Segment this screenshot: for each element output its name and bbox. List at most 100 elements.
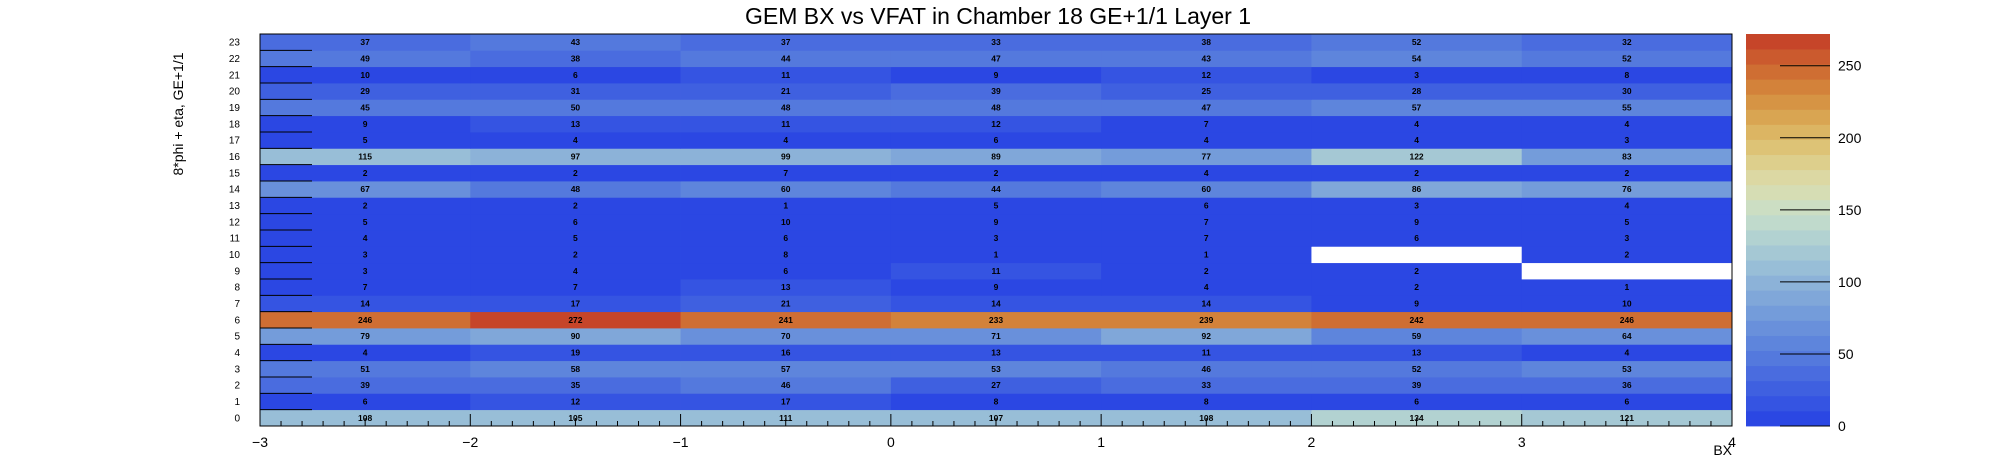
cell-value-label: 58 xyxy=(571,364,581,374)
heatmap-cell xyxy=(1521,50,1733,68)
cell-value-label: 6 xyxy=(573,217,578,227)
heatmap-cell xyxy=(1311,132,1523,149)
cell-value-label: 60 xyxy=(1202,184,1212,194)
cell-value-label: 13 xyxy=(991,348,1001,358)
cell-value-label: 11 xyxy=(781,119,790,129)
heatmap-cell xyxy=(680,328,892,345)
y-axis-ticks xyxy=(260,49,312,411)
cell-value-label: 6 xyxy=(1414,233,1419,243)
heatmap-cell xyxy=(1521,83,1733,100)
cell-value-label: 3 xyxy=(994,233,999,243)
heatmap-cells xyxy=(260,34,1733,427)
cell-value-label: 5 xyxy=(573,233,578,243)
heatmap-cell xyxy=(260,246,471,264)
heatmap-cell xyxy=(1101,34,1312,51)
heatmap-cell xyxy=(260,34,471,51)
cell-value-label: 4 xyxy=(783,135,788,145)
heatmap-cell xyxy=(260,377,471,394)
cell-value-label: 97 xyxy=(571,152,581,162)
cell-value-label: 28 xyxy=(1412,86,1422,96)
y-tick-label: 21 xyxy=(229,70,241,81)
cell-value-label: 11 xyxy=(781,70,790,80)
color-scale-band xyxy=(1746,34,1830,50)
heatmap-cell xyxy=(1521,295,1733,313)
cell-value-label: 10 xyxy=(360,70,370,80)
cell-value-label: 33 xyxy=(1202,380,1212,390)
heatmap-cell xyxy=(890,295,1102,313)
cell-value-label: 89 xyxy=(991,152,1001,162)
cell-value-label: 86 xyxy=(1412,184,1422,194)
cell-value-label: 25 xyxy=(1202,86,1212,96)
color-scale-tick-label: 50 xyxy=(1838,346,1854,362)
cell-value-label: 51 xyxy=(360,364,370,374)
cell-value-label: 7 xyxy=(1204,119,1209,129)
heatmap-cell xyxy=(1311,115,1523,133)
cell-value-label: 2 xyxy=(994,168,999,178)
cell-value-label: 3 xyxy=(1414,70,1419,80)
heatmap-cell xyxy=(260,213,471,231)
heatmap-cell xyxy=(890,197,1102,215)
heatmap-cell xyxy=(1521,377,1733,394)
color-scale-band xyxy=(1746,275,1830,291)
heatmap-cell xyxy=(470,262,681,280)
heatmap-cell xyxy=(260,295,471,313)
heatmap-cell xyxy=(890,148,1102,166)
cell-value-label: 4 xyxy=(1624,119,1629,129)
cell-value-label: 6 xyxy=(994,135,999,145)
cell-value-label: 44 xyxy=(991,184,1001,194)
cell-value-label: 9 xyxy=(1414,217,1419,227)
heatmap-cell xyxy=(1521,393,1733,411)
cell-value-label: 13 xyxy=(781,282,791,292)
cell-value-label: 4 xyxy=(363,233,368,243)
heatmap-cell xyxy=(1311,230,1523,247)
heatmap-cell xyxy=(1101,279,1312,296)
cell-value-label: 67 xyxy=(360,184,370,194)
cell-value-label: 8 xyxy=(783,250,788,260)
cell-value-label: 11 xyxy=(1202,348,1211,358)
cell-value-label: 2 xyxy=(1204,266,1209,276)
heatmap-cell xyxy=(260,230,471,247)
cell-value-label: 3 xyxy=(1624,233,1629,243)
cell-value-label: 43 xyxy=(571,37,581,47)
heatmap-cell xyxy=(1101,132,1312,149)
cell-value-label: 246 xyxy=(1620,315,1634,325)
cell-value-label: 13 xyxy=(571,119,581,129)
heatmap-cell xyxy=(1101,66,1312,84)
x-tick-label: 3 xyxy=(1518,434,1526,450)
heatmap-cell xyxy=(890,50,1102,68)
color-scale-band xyxy=(1746,169,1830,186)
heatmap-cell xyxy=(680,164,892,182)
y-axis-label: 8*phi + eta, GE+1/1 xyxy=(170,52,186,175)
y-tick-label: 4 xyxy=(234,348,240,359)
cell-value-label: 5 xyxy=(1624,217,1629,227)
cell-value-label: 134 xyxy=(1409,413,1423,423)
color-scale-band xyxy=(1746,260,1830,276)
y-tick-label: 15 xyxy=(229,168,241,179)
cell-value-label: 33 xyxy=(991,37,1001,47)
cell-value-label: 4 xyxy=(1414,119,1419,129)
y-tick-label: 3 xyxy=(234,364,240,375)
cell-value-label: 6 xyxy=(363,397,368,407)
color-scale-band xyxy=(1746,350,1830,367)
heatmap-cell xyxy=(890,311,1102,329)
heatmap-cell xyxy=(470,311,681,329)
color-scale-band xyxy=(1746,214,1830,231)
heatmap-cell xyxy=(1521,328,1733,345)
heatmap-cell xyxy=(1311,295,1523,313)
cell-value-label: 2 xyxy=(1624,168,1629,178)
heatmap-cell xyxy=(1521,213,1733,231)
cell-value-label: 99 xyxy=(781,152,791,162)
heatmap-cell xyxy=(890,83,1102,100)
x-tick-label: 2 xyxy=(1308,434,1316,450)
cell-value-label: 43 xyxy=(1202,54,1212,64)
color-scale-band xyxy=(1746,245,1830,261)
cell-value-label: 12 xyxy=(571,397,581,407)
heatmap-cell xyxy=(260,279,471,296)
cell-value-label: 47 xyxy=(1202,103,1212,113)
cell-value-label: 29 xyxy=(360,86,370,96)
heatmap-cell xyxy=(1521,115,1733,133)
y-tick-label: 22 xyxy=(229,54,241,65)
heatmap-cell xyxy=(680,132,892,149)
cell-value-label: 121 xyxy=(1620,413,1634,423)
heatmap-cell xyxy=(1311,66,1523,84)
